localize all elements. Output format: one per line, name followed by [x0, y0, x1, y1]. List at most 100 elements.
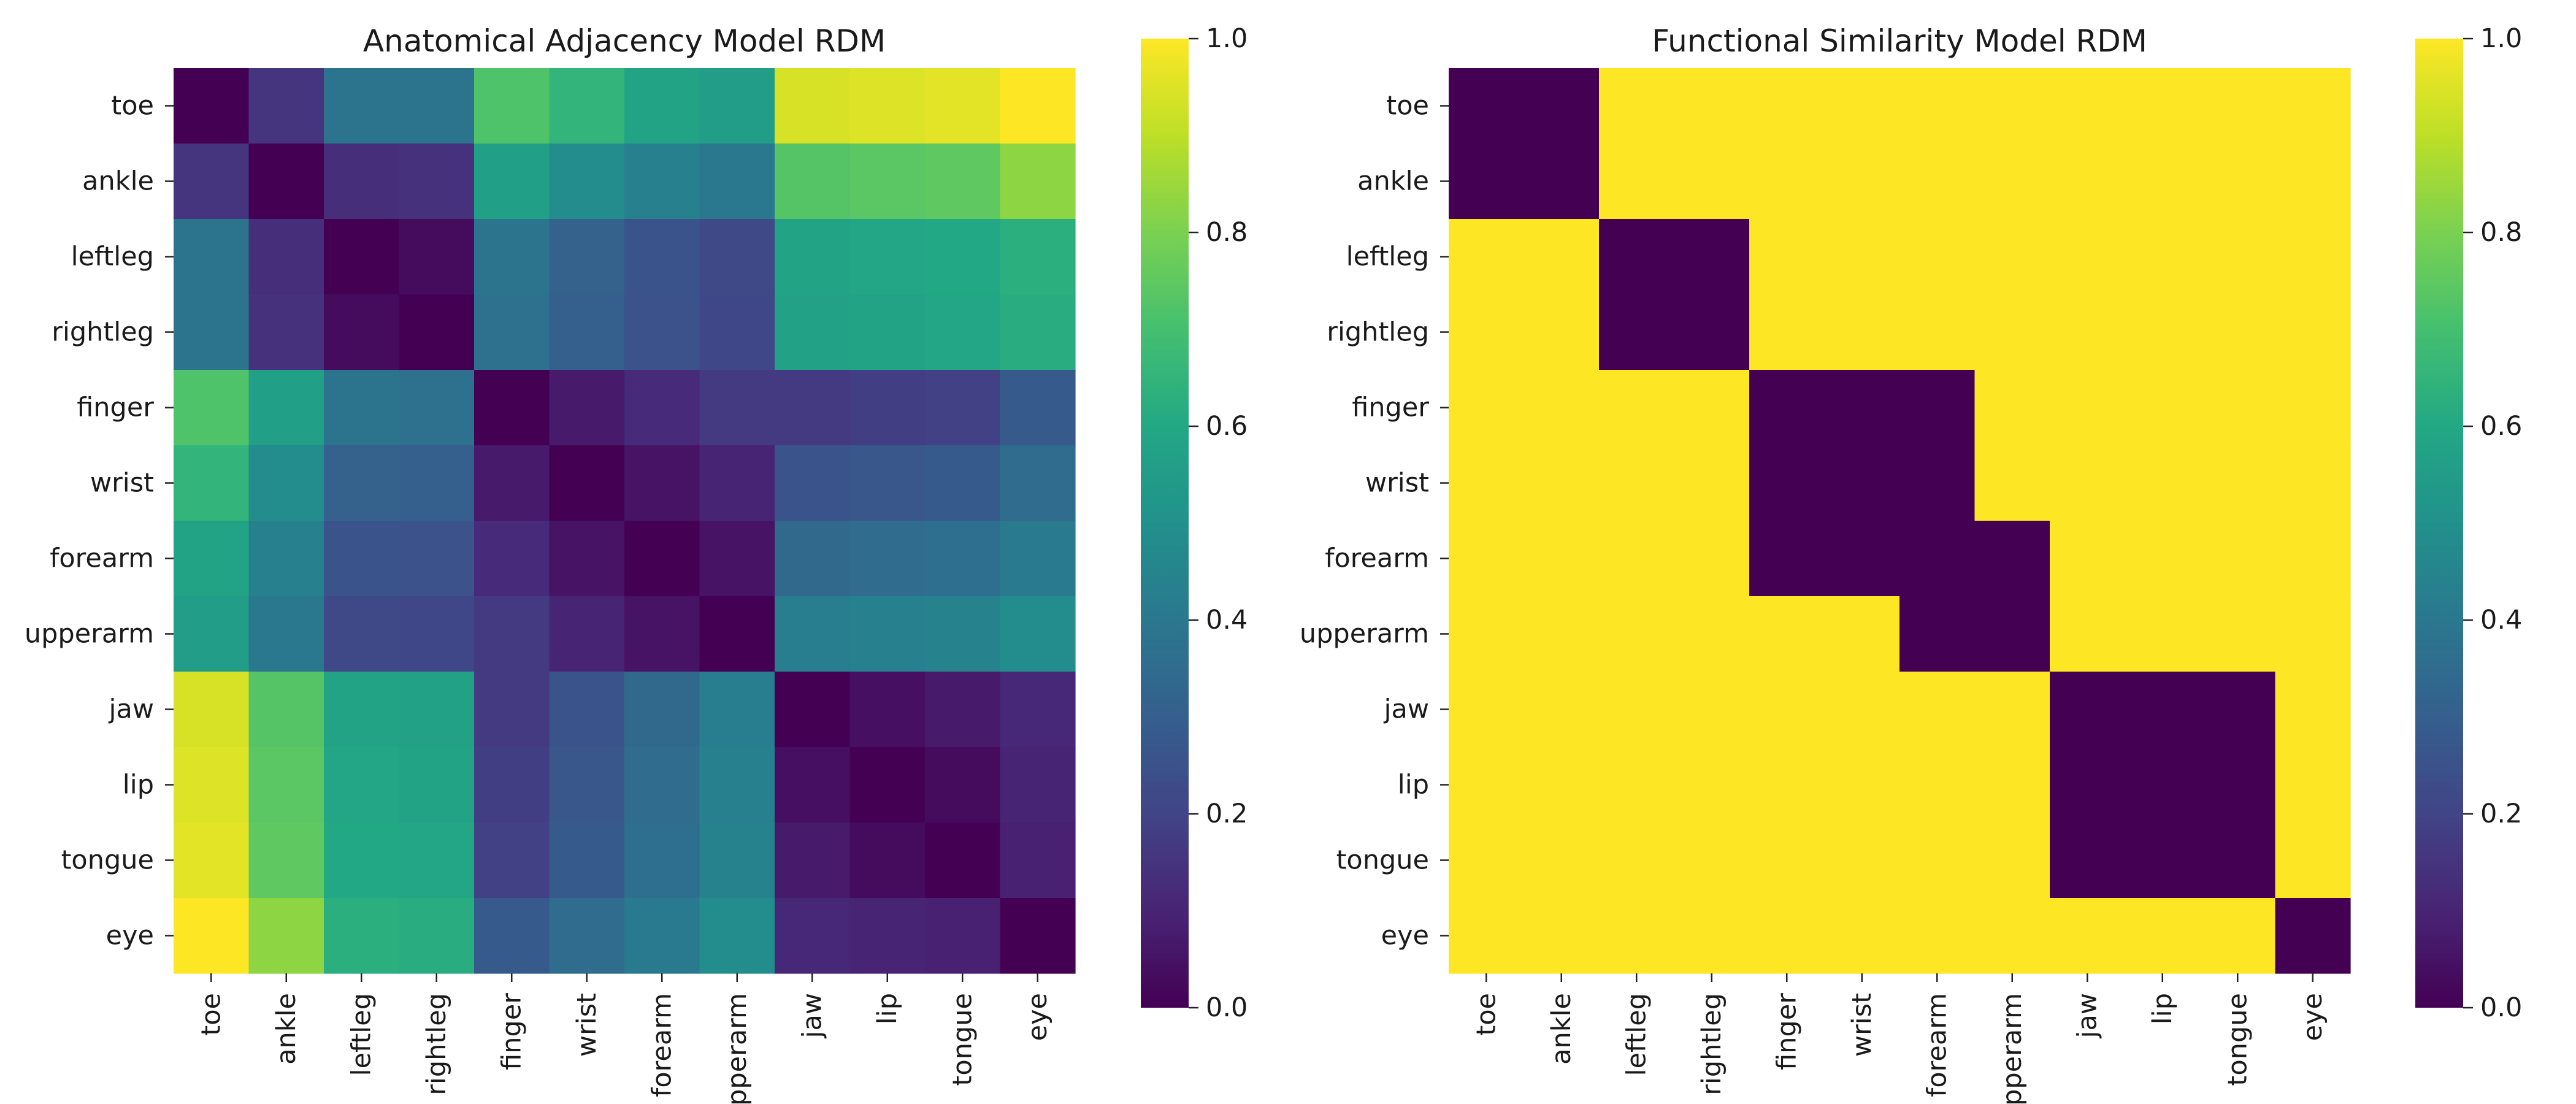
heatmap-cell: [775, 521, 851, 597]
heatmap-cell: [2050, 596, 2126, 672]
heatmap-cell: [174, 445, 250, 521]
heatmap-cell: [2125, 747, 2201, 823]
heatmap-cell: [174, 68, 250, 144]
heatmap-cell: [849, 144, 926, 220]
heatmap-cell: [1674, 144, 1750, 220]
heatmap-cell: [2050, 898, 2126, 974]
heatmap-cell: [849, 294, 926, 370]
y-tick-label: rightleg: [52, 317, 154, 348]
heatmap-cell: [1449, 822, 1525, 899]
heatmap-cell: [2200, 219, 2276, 295]
y-tick-label: tongue: [1336, 845, 1429, 876]
heatmap-cell: [624, 68, 700, 144]
heatmap-cell: [399, 68, 475, 144]
heatmap-cell: [624, 898, 700, 974]
heatmap-cell: [324, 822, 400, 899]
heatmap-cell: [1599, 822, 1675, 899]
heatmap-cell: [549, 219, 625, 295]
x-tick-label: finger: [1771, 993, 1802, 1070]
heatmap-cell: [174, 294, 250, 370]
heatmap-cell: [2125, 445, 2201, 521]
heatmap-cell: [775, 294, 851, 370]
heatmap-cell: [1524, 596, 1600, 672]
heatmap-cell: [2275, 219, 2351, 295]
heatmap-cell: [1599, 445, 1675, 521]
heatmap-cell: [1449, 445, 1525, 521]
heatmap-cell: [324, 219, 400, 295]
heatmap-cell: [2050, 68, 2126, 144]
colorbar-tick-label: 0.4: [2480, 605, 2522, 635]
heatmap-cell: [1599, 370, 1675, 446]
heatmap-cell: [624, 521, 700, 597]
y-tick-label: toe: [1386, 91, 1429, 121]
heatmap-cell: [1599, 219, 1675, 295]
heatmap-cell: [1449, 672, 1525, 748]
heatmap-cell: [925, 898, 1001, 974]
heatmap-cell: [1524, 898, 1600, 974]
heatmap-cell: [1674, 445, 1750, 521]
heatmap-cell: [1524, 219, 1600, 295]
heatmap-cell: [248, 596, 324, 672]
heatmap-cell: [1524, 370, 1600, 446]
y-tick-label: wrist: [1365, 468, 1429, 499]
heatmap-cell: [1974, 294, 2050, 370]
heatmap-cell: [1449, 144, 1525, 220]
heatmap-cell: [1824, 672, 1900, 748]
heatmap-cell: [1674, 521, 1750, 597]
y-tick-label: finger: [1352, 393, 1429, 423]
heatmap-cell: [174, 144, 250, 220]
heatmap-cell: [2275, 294, 2351, 370]
y-tick-label: upperarm: [25, 619, 154, 650]
heatmap-cell: [1749, 370, 1825, 446]
heatmap-cell: [324, 370, 400, 446]
heatmap-cell: [775, 672, 851, 748]
heatmap-cell: [1749, 672, 1825, 748]
heatmap-cell: [174, 219, 250, 295]
heatmap-cell: [399, 596, 475, 672]
heatmap-cell: [324, 68, 400, 144]
heatmap-cell: [699, 294, 775, 370]
heatmap-cell: [1000, 144, 1076, 220]
heatmap-cell: [1449, 596, 1525, 672]
heatmap-cell: [1749, 294, 1825, 370]
heatmap-cell: [1674, 672, 1750, 748]
x-tick-label: wrist: [1847, 993, 1877, 1057]
heatmap-cell: [2125, 822, 2201, 899]
heatmap-cell: [1000, 445, 1076, 521]
heatmap-cell: [474, 747, 550, 823]
heatmap-cell: [174, 521, 250, 597]
heatmap-cell: [248, 445, 324, 521]
x-tick-label: jaw: [797, 993, 827, 1038]
heatmap-cell: [1749, 898, 1825, 974]
heatmap-cell: [2050, 370, 2126, 446]
heatmap-cell: [1449, 294, 1525, 370]
heatmap-cell: [2275, 747, 2351, 823]
heatmap-cell: [1599, 747, 1675, 823]
heatmap-cell: [775, 144, 851, 220]
heatmap-cell: [399, 219, 475, 295]
heatmap-cell: [1824, 68, 1900, 144]
heatmap-cell: [925, 521, 1001, 597]
heatmap-cell: [1749, 68, 1825, 144]
heatmap-cell: [1749, 144, 1825, 220]
heatmap-cell: [2275, 445, 2351, 521]
heatmap-cell: [925, 294, 1001, 370]
x-tick-label: ankle: [1546, 993, 1577, 1065]
heatmap-cell: [1749, 445, 1825, 521]
heatmap-cell: [2200, 521, 2276, 597]
heatmap-cell: [775, 445, 851, 521]
heatmap-cell: [775, 219, 851, 295]
heatmap-cell: [1824, 747, 1900, 823]
heatmap-cell: [1824, 219, 1900, 295]
heatmap-cell: [549, 521, 625, 597]
heatmap-cell: [2275, 370, 2351, 446]
heatmap-cell: [2125, 521, 2201, 597]
heatmap-cell: [474, 445, 550, 521]
x-tick-label: forearm: [1922, 993, 1952, 1097]
heatmap-cell: [1000, 521, 1076, 597]
heatmap-cell: [1974, 898, 2050, 974]
heatmap-cell: [549, 672, 625, 748]
heatmap-cell: [549, 596, 625, 672]
heatmap-cell: [2200, 596, 2276, 672]
heatmap-cell: [2275, 596, 2351, 672]
